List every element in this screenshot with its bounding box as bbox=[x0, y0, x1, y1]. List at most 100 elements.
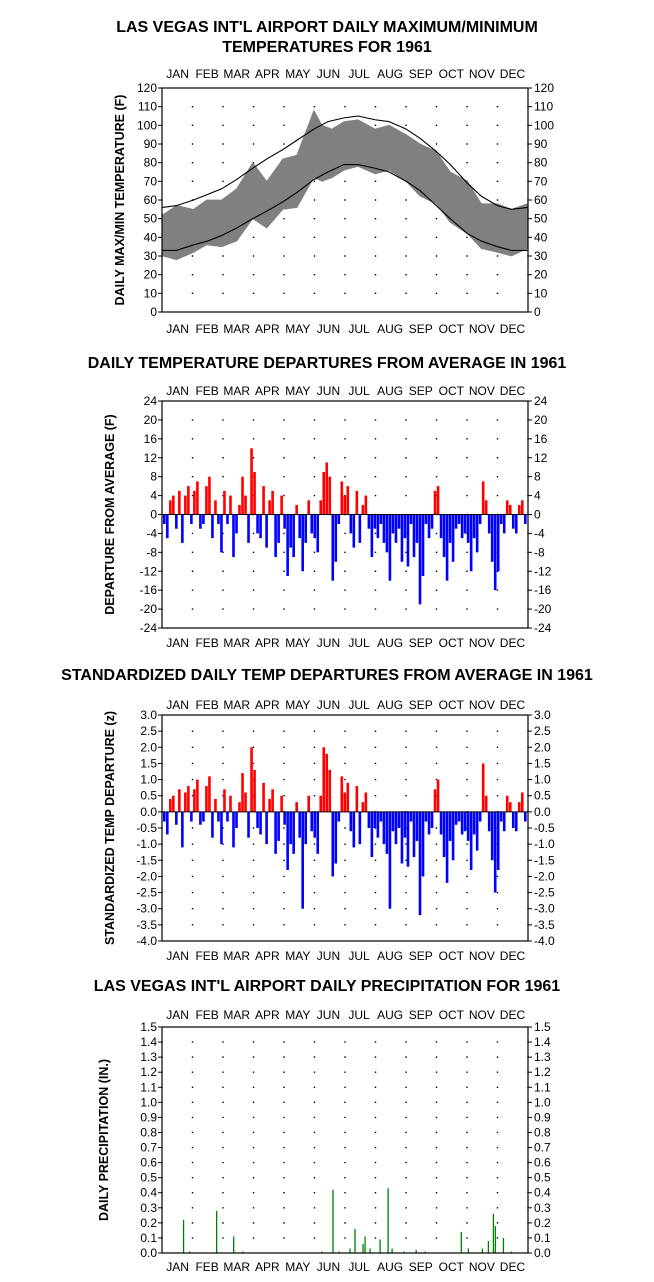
departure-bar bbox=[523, 514, 527, 524]
departure-bar bbox=[178, 490, 181, 515]
departure-bar bbox=[253, 769, 256, 812]
month-label-bottom: DEC bbox=[500, 636, 526, 650]
month-label-bottom: JUL bbox=[348, 1260, 370, 1274]
y-tick-label-right: 1.5 bbox=[534, 756, 551, 770]
departure-bar bbox=[310, 811, 314, 832]
departure-bar bbox=[442, 811, 446, 858]
departure-bar bbox=[493, 514, 497, 591]
departure-bar bbox=[325, 462, 329, 515]
departure-bar bbox=[181, 514, 184, 543]
departure-bar bbox=[163, 811, 166, 822]
month-label-bottom: MAY bbox=[285, 949, 310, 963]
departure-bar bbox=[421, 811, 425, 877]
departure-bar bbox=[178, 789, 181, 812]
departure-bar bbox=[280, 795, 283, 812]
departure-bar bbox=[316, 514, 320, 553]
month-label-top: AUG bbox=[377, 384, 403, 398]
precip-title: LAS VEGAS INT'L AIRPORT DAILY PRECIPITAT… bbox=[93, 978, 561, 995]
y-tick-label-right: 1.1 bbox=[534, 1080, 551, 1094]
standardized-plot: STANDARDIZED TEMP DEPARTURE (z) -4.0 -4.0… bbox=[103, 698, 555, 963]
departure-bar bbox=[196, 779, 199, 812]
y-tick-label-left: -8 bbox=[146, 545, 157, 559]
month-label-top: DEC bbox=[500, 698, 526, 712]
y-tick-label-right: 0.2 bbox=[534, 1216, 551, 1230]
departure-bar bbox=[262, 486, 265, 515]
departures-chart: DAILY TEMPERATURE DEPARTURES FROM AVERAG… bbox=[0, 345, 654, 657]
departure-bar bbox=[517, 505, 521, 515]
y-tick-label-left: 0 bbox=[150, 508, 157, 522]
departure-bar bbox=[397, 811, 401, 828]
departure-bar bbox=[475, 514, 479, 553]
month-label-bottom: JAN bbox=[166, 1260, 189, 1274]
month-label-bottom: NOV bbox=[469, 322, 495, 336]
departure-bar bbox=[274, 811, 277, 854]
month-label-top: JUN bbox=[317, 1008, 340, 1022]
y-tick-label-right: 3.0 bbox=[534, 708, 551, 722]
y-tick-label-left: -2.0 bbox=[136, 869, 157, 883]
departure-bar bbox=[394, 811, 398, 845]
month-label-bottom: JUL bbox=[348, 322, 370, 336]
y-tick-label-left: 0.8 bbox=[140, 1125, 157, 1139]
departure-bar bbox=[406, 514, 410, 567]
departure-bar bbox=[187, 486, 190, 515]
y-tick-label-right: 50 bbox=[534, 212, 548, 226]
departure-bar bbox=[409, 811, 413, 822]
month-label-top: SEP bbox=[409, 67, 433, 81]
month-label-top: SEP bbox=[409, 698, 433, 712]
departure-bar bbox=[316, 811, 320, 854]
y-tick-label-left: 30 bbox=[144, 249, 158, 263]
month-label-top: JUL bbox=[348, 698, 370, 712]
departure-bar bbox=[190, 811, 193, 822]
y-tick-label-left: 10 bbox=[144, 286, 158, 300]
departure-bar bbox=[256, 811, 259, 828]
departure-bar bbox=[514, 811, 518, 832]
y-tick-label-left: 100 bbox=[137, 118, 157, 132]
y-tick-label-right: 0.8 bbox=[534, 1125, 551, 1139]
y-tick-label-left: 1.4 bbox=[140, 1035, 157, 1049]
departure-bar bbox=[319, 500, 323, 515]
departure-bar bbox=[259, 514, 262, 539]
departure-bar bbox=[358, 514, 362, 543]
departure-bar bbox=[163, 514, 166, 524]
departure-bar bbox=[172, 795, 175, 812]
departure-bar bbox=[376, 514, 380, 539]
y-tick-label-right: 8 bbox=[534, 470, 541, 484]
standardized-title: STANDARDIZED DAILY TEMP DEPARTURES FROM … bbox=[61, 667, 593, 684]
maxmin-plot: DAILY MAX/MIN TEMPERATURE (F) 0 0 10 10 20 20… bbox=[113, 67, 554, 336]
departure-bar bbox=[172, 495, 175, 515]
month-label-top: NOV bbox=[469, 67, 495, 81]
y-tick-label-right: 0.0 bbox=[534, 1246, 551, 1260]
departure-bar bbox=[520, 792, 524, 812]
departure-bar bbox=[289, 811, 292, 845]
departure-bar bbox=[373, 514, 377, 529]
departure-bar bbox=[211, 514, 214, 539]
y-tick-label-right: -4 bbox=[534, 526, 545, 540]
departure-bar bbox=[187, 786, 190, 812]
month-label-bottom: MAY bbox=[285, 636, 310, 650]
departure-bar bbox=[409, 514, 413, 524]
y-tick-label-left: -4 bbox=[146, 526, 157, 540]
month-label-top: FEB bbox=[195, 698, 218, 712]
month-label-top: MAY bbox=[285, 1008, 310, 1022]
y-tick-label-left: 20 bbox=[144, 413, 158, 427]
departure-bar bbox=[490, 514, 494, 562]
standardized-chart: STANDARDIZED DAILY TEMP DEPARTURES FROM … bbox=[0, 657, 654, 969]
departure-bar bbox=[265, 811, 268, 845]
departure-bar bbox=[337, 514, 341, 524]
y-tick-label-left: -16 bbox=[140, 583, 158, 597]
y-tick-label-left: -12 bbox=[140, 564, 158, 578]
departure-bar bbox=[232, 811, 235, 848]
y-tick-label-right: -2.5 bbox=[534, 886, 555, 900]
month-label-top: MAR bbox=[223, 67, 250, 81]
y-tick-label-right: 12 bbox=[534, 451, 548, 465]
y-tick-label-right: 1.0 bbox=[534, 1095, 551, 1109]
month-label-bottom: APR bbox=[255, 1260, 280, 1274]
month-label-top: FEB bbox=[195, 384, 218, 398]
month-label-top: OCT bbox=[439, 67, 465, 81]
y-tick-label-left: 8 bbox=[150, 470, 157, 484]
departure-bar bbox=[211, 811, 214, 838]
departure-bar bbox=[367, 811, 371, 828]
departure-bar bbox=[433, 490, 437, 515]
departure-bar bbox=[331, 514, 335, 581]
month-label-bottom: OCT bbox=[439, 1260, 465, 1274]
